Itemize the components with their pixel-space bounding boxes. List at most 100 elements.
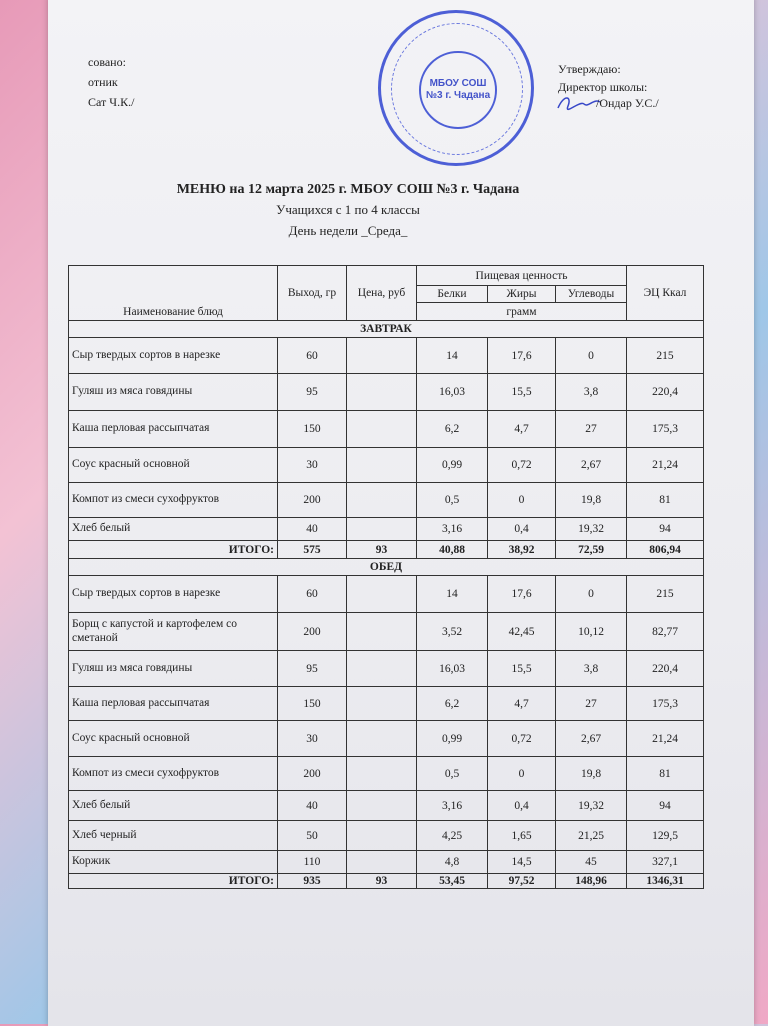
dish-name: Борщ с капустой и картофелем со сметаной <box>68 612 278 651</box>
fat-cell: 17,6 <box>487 337 556 374</box>
kcal-cell: 215 <box>626 575 704 613</box>
table-row: Сыр твердых сортов в нарезке 60 14 17,6 0 215 <box>68 575 704 613</box>
kcal-cell: 94 <box>626 517 704 541</box>
kcal-cell: 81 <box>626 482 704 518</box>
section-title: ОБЕД <box>68 558 704 576</box>
carbs-cell: 2,67 <box>555 720 627 757</box>
dish-name: Соус красный основной <box>68 447 278 483</box>
table-row: Соус красный основной 30 0,99 0,72 2,67 21,24 <box>68 720 704 757</box>
fat-cell: 0,4 <box>487 790 556 821</box>
total-price: 93 <box>346 540 417 559</box>
dish-name: Сыр твердых сортов в нарезке <box>68 337 278 374</box>
yield-cell: 150 <box>277 410 347 448</box>
yield-cell: 150 <box>277 686 347 721</box>
total-fat: 97,52 <box>487 873 556 889</box>
kcal-cell: 175,3 <box>626 686 704 721</box>
protein-cell: 0,5 <box>416 482 488 518</box>
dish-name: Коржик <box>68 850 278 874</box>
yield-cell: 200 <box>277 756 347 791</box>
yield-cell: 200 <box>277 482 347 518</box>
fat-cell: 4,7 <box>487 686 556 721</box>
approval-right: Директор школы: <box>558 80 648 94</box>
table-row: Гуляш из мяса говядины 95 16,03 15,5 3,8 220,… <box>68 650 704 687</box>
fat-cell: 0,72 <box>487 720 556 757</box>
table-row: Компот из смеси сухофруктов 200 0,5 0 19,8 81 <box>68 482 704 518</box>
dish-name: Каша перловая рассыпчатая <box>68 686 278 721</box>
column-header: ЭЦ Ккал <box>626 265 704 321</box>
kcal-cell: 220,4 <box>626 373 704 411</box>
kcal-cell: 94 <box>626 790 704 821</box>
protein-cell: 0,99 <box>416 447 488 483</box>
price-cell <box>346 790 417 821</box>
price-cell <box>346 517 417 541</box>
fat-cell: 17,6 <box>487 575 556 613</box>
fat-cell: 0,4 <box>487 517 556 541</box>
total-price: 93 <box>346 873 417 889</box>
total-kcal: 1346,31 <box>626 873 704 889</box>
table-row: Хлеб белый 40 3,16 0,4 19,32 94 <box>68 790 704 821</box>
kcal-cell: 21,24 <box>626 720 704 757</box>
stamp-ring <box>391 23 523 155</box>
weekday: День недели _Среда_ <box>288 223 408 238</box>
column-header: Наименование блюд <box>68 265 278 321</box>
kcal-cell: 82,77 <box>626 612 704 651</box>
protein-cell: 4,25 <box>416 820 488 851</box>
protein-cell: 14 <box>416 337 488 374</box>
carbs-cell: 45 <box>555 850 627 874</box>
protein-cell: 3,52 <box>416 612 488 651</box>
carbs-cell: 21,25 <box>555 820 627 851</box>
dish-name: Хлеб белый <box>68 517 278 541</box>
dish-name: Соус красный основной <box>68 720 278 757</box>
fat-cell: 15,5 <box>487 650 556 687</box>
fat-cell: 14,5 <box>487 850 556 874</box>
total-carbs: 148,96 <box>555 873 627 889</box>
yield-cell: 40 <box>277 517 347 541</box>
carbs-cell: 27 <box>555 410 627 448</box>
carbs-cell: 3,8 <box>555 650 627 687</box>
carbs-cell: 0 <box>555 337 627 374</box>
title: МЕНЮ на 12 марта 2025 г. МБОУ СОШ №3 г. … <box>176 182 520 197</box>
dish-name: Хлеб белый <box>68 790 278 821</box>
kcal-cell: 129,5 <box>626 820 704 851</box>
fat-cell: 1,65 <box>487 820 556 851</box>
kcal-cell: 220,4 <box>626 650 704 687</box>
fat-cell: 0 <box>487 482 556 518</box>
dish-name: Гуляш из мяса говядины <box>68 650 278 687</box>
stamp: МБОУ СОШ №3 г. Чадана <box>378 10 534 166</box>
yield-cell: 110 <box>277 850 347 874</box>
kcal-cell: 81 <box>626 756 704 791</box>
dish-name: Каша перловая рассыпчатая <box>68 410 278 448</box>
approval-left: Сат Ч.К./ <box>88 95 135 109</box>
yield-cell: 200 <box>277 612 347 651</box>
dish-name: Компот из смеси сухофруктов <box>68 482 278 518</box>
price-cell <box>346 686 417 721</box>
approval-right: Утверждаю: <box>558 62 621 76</box>
table-row: ИТОГО: 935 93 53,45 97,52 148,96 1346,31 <box>68 873 704 889</box>
table-row: Каша перловая рассыпчатая 150 6,2 4,7 27 175,… <box>68 686 704 721</box>
carbs-cell: 19,32 <box>555 517 627 541</box>
carbs-cell: 27 <box>555 686 627 721</box>
carbs-cell: 19,8 <box>555 756 627 791</box>
fat-cell: 42,45 <box>487 612 556 651</box>
approval-left: совано: <box>88 55 126 69</box>
protein-cell: 3,16 <box>416 790 488 821</box>
protein-cell: 14 <box>416 575 488 613</box>
column-header: Пищевая ценность <box>416 265 627 286</box>
yield-cell: 40 <box>277 790 347 821</box>
yield-cell: 60 <box>277 337 347 374</box>
price-cell <box>346 482 417 518</box>
protein-cell: 3,16 <box>416 517 488 541</box>
fat-cell: 15,5 <box>487 373 556 411</box>
menu-table: Наименование блюд Выход, гр Цена, руб Пищев… <box>68 265 704 889</box>
total-protein: 53,45 <box>416 873 488 889</box>
price-cell <box>346 756 417 791</box>
column-header: грамм <box>416 302 627 321</box>
table-row: Хлеб черный 50 4,25 1,65 21,25 129,5 <box>68 820 704 851</box>
dish-name: Компот из смеси сухофруктов <box>68 756 278 791</box>
table-row: Гуляш из мяса говядины 95 16,03 15,5 3,8 220,… <box>68 373 704 411</box>
stamp-text: МБОУ СОШ №3 г. Чадана <box>419 51 497 129</box>
kcal-cell: 175,3 <box>626 410 704 448</box>
protein-cell: 16,03 <box>416 373 488 411</box>
protein-cell: 6,2 <box>416 410 488 448</box>
